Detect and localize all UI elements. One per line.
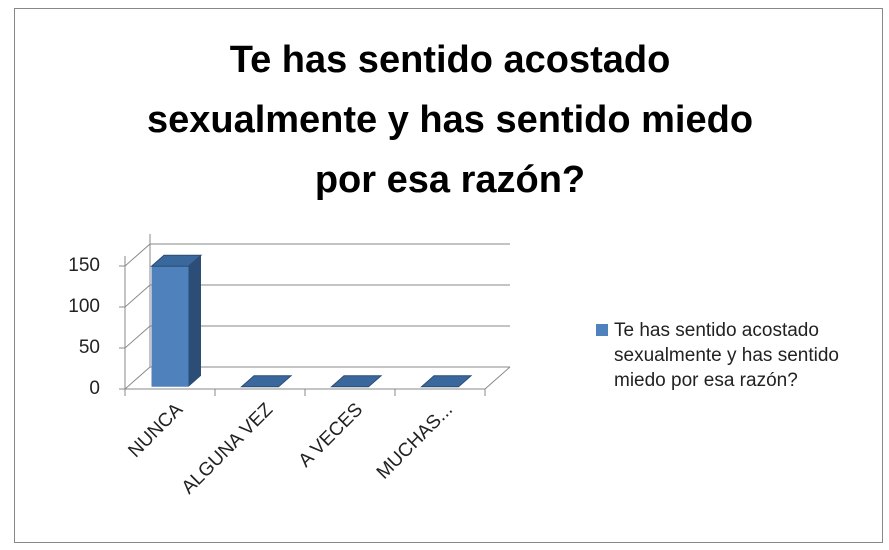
bar-top [420, 375, 473, 388]
grid-line [124, 284, 510, 308]
y-tick-label: 100 [68, 296, 100, 317]
chart-frame [14, 8, 883, 543]
grid-line [124, 243, 510, 267]
x-tick-label: MUCHAS... [373, 399, 457, 483]
y-tick-label: 50 [79, 337, 100, 358]
bar [151, 266, 189, 387]
chart-title: Te has sentido acostado sexualmente y ha… [146, 39, 754, 201]
y-tick-label: 0 [89, 378, 100, 399]
bar-top [240, 375, 293, 388]
bar-top [150, 254, 203, 267]
x-tick-label: A VECES [295, 399, 367, 471]
y-tick-label: 150 [68, 255, 100, 276]
legend-key [596, 324, 608, 336]
x-tick-label: NUNCA [124, 399, 187, 462]
bar-side [188, 255, 201, 387]
x-tick-label: ALGUNA VEZ [178, 399, 277, 498]
grid-line [124, 325, 510, 349]
grid-line [124, 366, 510, 390]
legend-label: Te has sentido acostado sexualmente y ha… [614, 320, 839, 391]
bar-top [330, 375, 383, 388]
